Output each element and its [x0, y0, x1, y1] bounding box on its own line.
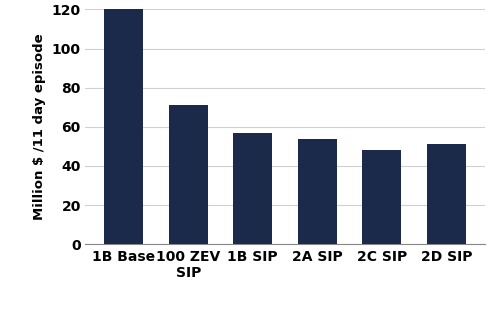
Bar [169, 105, 207, 244]
Bar [104, 9, 143, 244]
Bar [427, 144, 466, 244]
Bar [298, 138, 337, 244]
Y-axis label: Million $ /11 day episode: Million $ /11 day episode [33, 33, 46, 220]
Bar [362, 150, 401, 244]
Bar [234, 133, 272, 244]
